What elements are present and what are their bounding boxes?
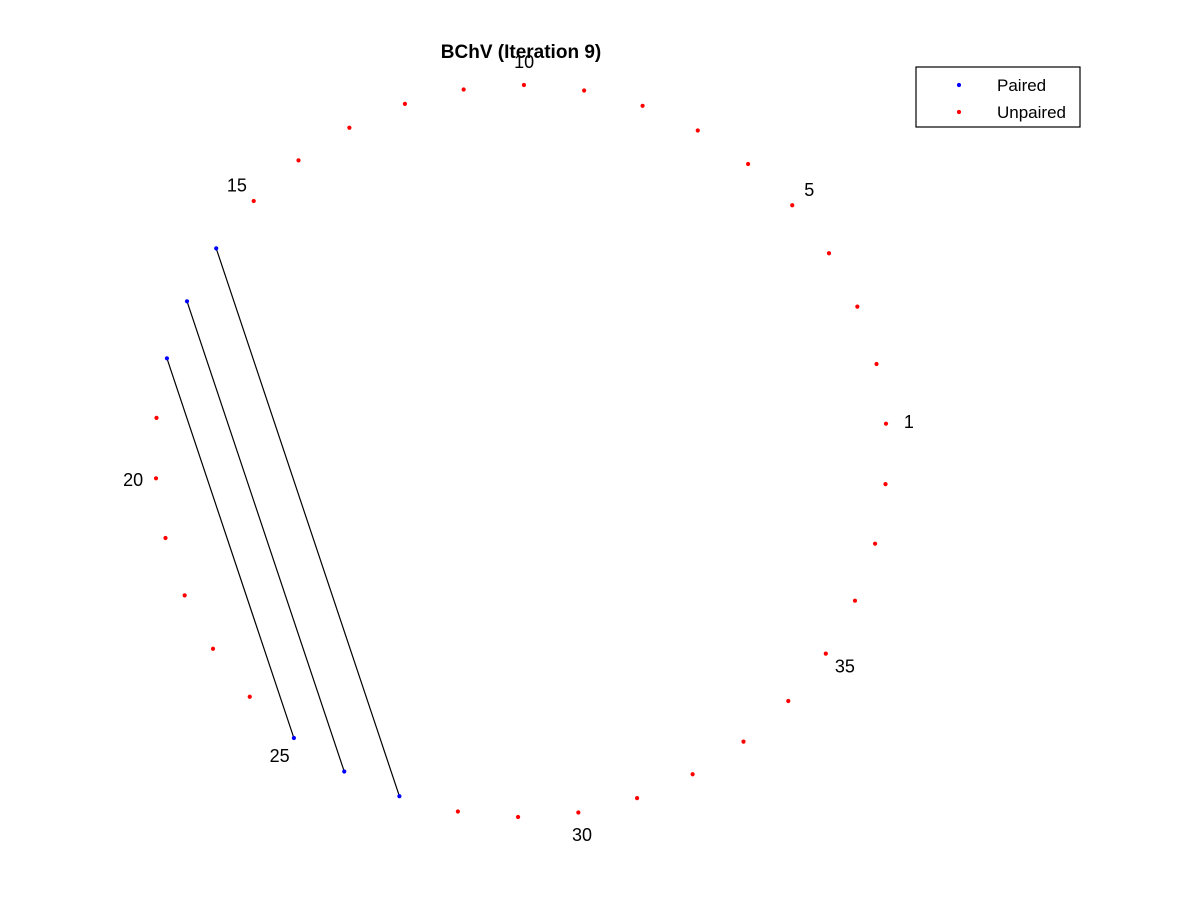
unpaired-node-28 <box>455 809 460 814</box>
unpaired-node-9 <box>582 88 587 93</box>
unpaired-node-8 <box>640 103 645 108</box>
unpaired-node-11 <box>461 87 466 92</box>
unpaired-node-36 <box>852 598 858 603</box>
unpaired-node-23 <box>210 646 216 651</box>
unpaired-node-38 <box>883 482 888 487</box>
index-label-20: 20 <box>123 470 143 490</box>
pair-link-16-27 <box>215 248 400 797</box>
chart-title: BChV (Iteration 9) <box>441 42 601 63</box>
unpaired-node-1 <box>883 421 889 426</box>
pair-link-18-25 <box>166 358 295 739</box>
paired-node-26 <box>342 769 347 774</box>
unpaired-node-20 <box>153 476 159 481</box>
paired-node-25 <box>291 735 297 741</box>
unpaired-node-24 <box>247 694 252 699</box>
unpaired-node-4 <box>826 251 832 256</box>
unpaired-node-5 <box>790 203 795 208</box>
pair-links <box>166 248 400 797</box>
legend-marker-unpaired <box>956 109 962 115</box>
unpaired-node-13 <box>347 125 352 130</box>
unpaired-node-34 <box>786 698 791 704</box>
unpaired-node-29 <box>515 814 521 820</box>
unpaired-node-3 <box>855 304 860 309</box>
legend-marker-paired <box>956 82 962 88</box>
paired-node-18 <box>164 356 170 361</box>
index-label-15: 15 <box>227 175 247 195</box>
index-label-1: 1 <box>904 412 914 432</box>
unpaired-node-32 <box>690 772 695 777</box>
index-label-10: 10 <box>514 52 534 72</box>
unpaired-node-14 <box>296 158 301 163</box>
unpaired-node-33 <box>741 739 746 744</box>
index-label-5: 5 <box>804 180 814 200</box>
index-label-35: 35 <box>835 656 855 676</box>
unpaired-node-12 <box>402 101 408 106</box>
unpaired-node-10 <box>521 82 527 88</box>
unpaired-node-15 <box>251 198 256 204</box>
index-label-30: 30 <box>572 825 592 845</box>
legend-label-paired: Paired <box>997 76 1046 95</box>
paired-node-17 <box>184 299 190 304</box>
unpaired-node-7 <box>695 128 700 133</box>
unpaired-node-37 <box>872 541 878 546</box>
legend-box <box>915 66 1081 128</box>
legend: Paired Unpaired <box>915 66 1081 128</box>
nodes <box>153 82 889 820</box>
unpaired-node-30 <box>576 810 581 815</box>
paired-node-27 <box>397 794 402 799</box>
unpaired-node-22 <box>182 593 187 598</box>
paired-node-16 <box>214 246 219 251</box>
index-label-25: 25 <box>270 746 290 766</box>
unpaired-node-31 <box>634 796 640 801</box>
unpaired-node-19 <box>154 415 159 420</box>
pair-link-17-26 <box>186 301 345 772</box>
unpaired-node-21 <box>163 535 168 541</box>
unpaired-node-6 <box>745 161 751 167</box>
legend-label-unpaired: Unpaired <box>997 103 1066 122</box>
unpaired-node-35 <box>823 651 828 656</box>
unpaired-node-2 <box>874 361 879 367</box>
